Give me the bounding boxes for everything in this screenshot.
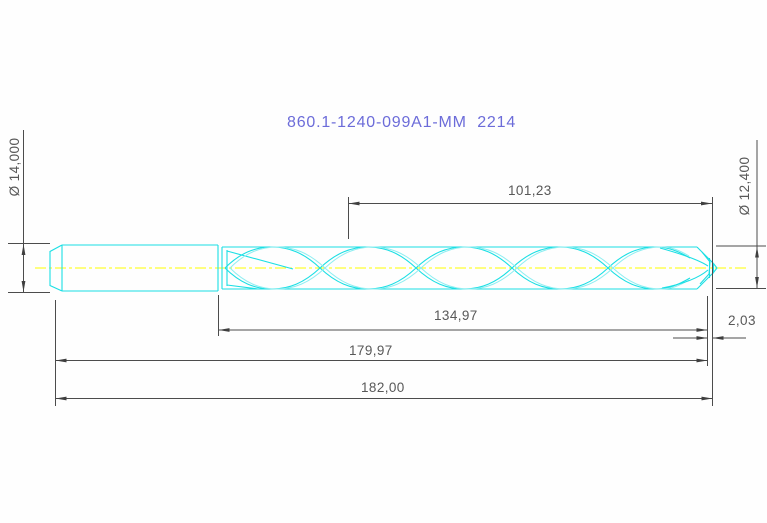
dimension-label-diameter-left: Ø 14,000 <box>7 137 22 197</box>
dim-point-length <box>673 336 746 340</box>
drill-shank <box>62 244 219 292</box>
flute-start-relief <box>226 250 294 290</box>
drawing-title: 860.1-1240-099A1-MM 2214 <box>287 114 517 131</box>
drill-geometry <box>49 244 718 292</box>
dimension-label-length-body: 179,97 <box>349 343 393 358</box>
dim-length-top <box>348 197 712 239</box>
dimension-label-length-top: 101,23 <box>508 183 552 198</box>
dimension-label-length-overall: 182,00 <box>361 380 405 395</box>
drill-point <box>659 246 718 290</box>
drill-shank-chamfer <box>49 244 63 292</box>
dim-length-overall <box>55 396 713 401</box>
dim-length-body <box>55 300 708 406</box>
dim-diameter-right <box>716 140 766 289</box>
flute-helix-a-edge <box>229 246 690 290</box>
flute-helix-b-edge <box>229 246 690 290</box>
dimension-label-point-length: 2,03 <box>728 313 756 328</box>
dim-length-flute <box>218 295 708 366</box>
dimension-lines <box>8 130 766 406</box>
dim-diameter-left <box>8 130 50 293</box>
dimension-label-length-flute: 134,97 <box>434 308 478 323</box>
dimension-label-diameter-right: Ø 12,400 <box>737 156 752 216</box>
